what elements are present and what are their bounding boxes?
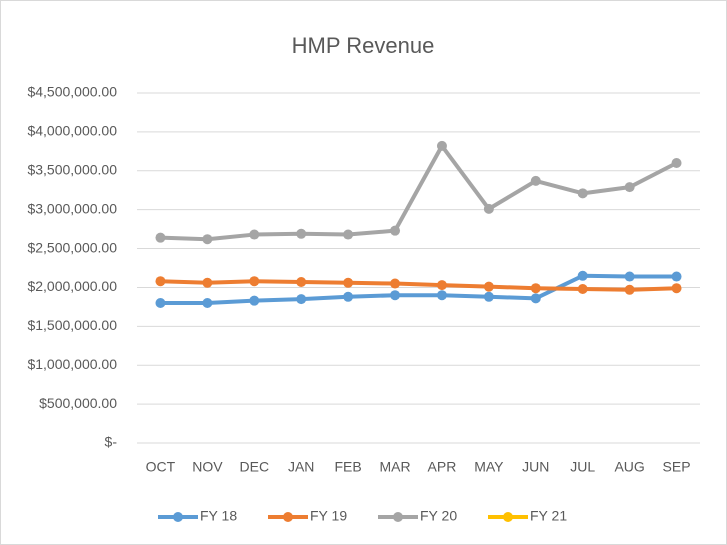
data-point (296, 277, 307, 287)
data-point (155, 232, 166, 243)
x-tick-label: MAR (379, 459, 410, 475)
data-point (436, 280, 447, 291)
data-point (202, 234, 213, 245)
y-tick-label: $- (105, 434, 118, 450)
legend-marker (173, 512, 183, 522)
legend-label: FY 19 (310, 508, 347, 524)
x-tick-label: FEB (335, 459, 362, 475)
data-point (155, 276, 166, 287)
data-point (577, 284, 588, 294)
data-point (624, 271, 635, 282)
data-point (530, 175, 541, 186)
data-point (249, 229, 260, 240)
data-point (483, 203, 494, 214)
series-line (160, 279, 677, 292)
data-point (390, 225, 401, 236)
x-tick-label: JUL (570, 459, 595, 475)
x-tick-label: JAN (288, 459, 314, 475)
data-point (671, 271, 682, 282)
data-point (436, 140, 447, 151)
data-point (671, 158, 682, 168)
data-point (343, 229, 354, 240)
data-point (390, 278, 401, 289)
data-point (249, 295, 260, 306)
data-point (577, 188, 588, 199)
data-point (530, 293, 541, 304)
y-tick-label: $3,000,000.00 (27, 200, 117, 216)
series-line (160, 273, 677, 305)
x-tick-label: AUG (614, 459, 644, 475)
data-point (202, 298, 213, 308)
y-tick-label: $500,000.00 (39, 395, 117, 411)
legend-marker (283, 512, 293, 522)
data-point (296, 228, 307, 239)
data-point (671, 283, 682, 294)
legend-marker (393, 512, 403, 522)
data-point (577, 270, 588, 281)
x-tick-label: MAY (474, 459, 504, 475)
data-point (390, 290, 401, 301)
y-tick-label: $1,500,000.00 (27, 317, 117, 333)
x-tick-label: JUN (522, 459, 549, 475)
data-point (483, 291, 494, 302)
series-line (160, 143, 678, 242)
y-tick-label: $4,000,000.00 (27, 123, 117, 139)
legend-label: FY 18 (200, 508, 237, 524)
x-tick-label: SEP (663, 459, 691, 475)
data-point (436, 290, 447, 301)
data-point (249, 276, 260, 287)
y-tick-label: $4,500,000.00 (27, 84, 117, 100)
data-point (624, 182, 635, 193)
legend-label: FY 20 (420, 508, 457, 524)
y-tick-label: $2,500,000.00 (27, 239, 117, 255)
x-tick-label: DEC (240, 459, 270, 475)
data-point (343, 291, 354, 302)
y-tick-label: $1,000,000.00 (27, 356, 117, 372)
chart-title: HMP Revenue (292, 33, 435, 58)
data-point (530, 283, 541, 294)
data-point (483, 281, 494, 292)
data-point (343, 277, 354, 288)
x-tick-label: APR (428, 459, 457, 475)
y-tick-label: $3,500,000.00 (27, 161, 117, 177)
data-point (624, 284, 635, 295)
y-tick-label: $2,000,000.00 (27, 278, 117, 294)
data-point (296, 294, 307, 305)
legend-marker (503, 512, 513, 522)
x-tick-label: OCT (146, 459, 176, 475)
data-point (202, 277, 213, 288)
legend-label: FY 21 (530, 508, 567, 524)
data-point (155, 298, 166, 308)
x-tick-label: NOV (192, 459, 223, 475)
